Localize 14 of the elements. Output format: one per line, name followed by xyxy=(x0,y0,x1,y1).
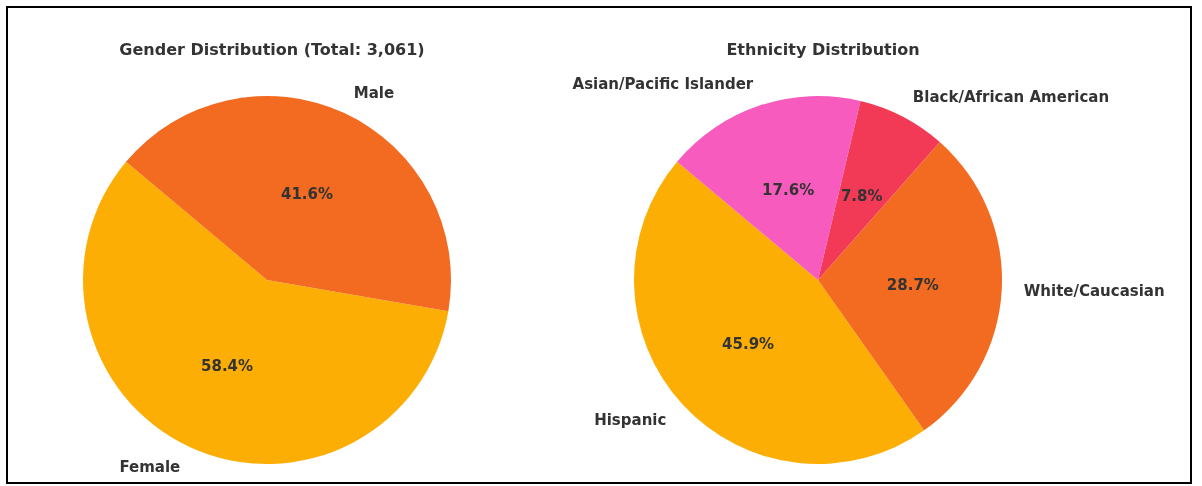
data-label: 58.4% xyxy=(201,357,254,376)
data-label: 28.7% xyxy=(886,276,939,295)
slice-label: Black/African American xyxy=(912,88,1110,107)
slice-label: White/Caucasian xyxy=(1023,282,1165,301)
slice-label: Male xyxy=(353,84,395,103)
data-label: 41.6% xyxy=(280,184,333,203)
slice-label: Female xyxy=(119,457,181,476)
chart-title: Ethnicity Distribution xyxy=(726,39,920,59)
slice-label: Asian/Pacific Islander xyxy=(572,75,754,94)
chart-title: Gender Distribution (Total: 3,061) xyxy=(119,39,425,59)
data-label: 7.8% xyxy=(840,186,883,205)
data-label: 45.9% xyxy=(722,335,775,354)
slice-label: Hispanic xyxy=(594,410,667,429)
data-label: 17.6% xyxy=(762,180,815,199)
